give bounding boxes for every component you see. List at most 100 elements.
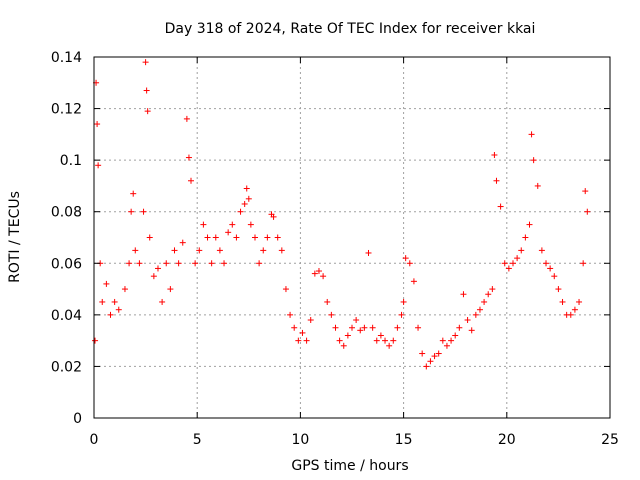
data-point <box>324 298 331 305</box>
x-tick-label: 25 <box>601 432 619 448</box>
data-point <box>278 247 285 254</box>
data-point <box>94 121 101 128</box>
y-tick-label: 0.14 <box>51 50 82 66</box>
data-point <box>555 286 562 293</box>
data-point <box>514 255 521 262</box>
data-point <box>260 247 267 254</box>
y-tick-label: 0.08 <box>51 205 82 221</box>
data-point <box>221 260 228 267</box>
data-point <box>128 208 135 215</box>
data-point <box>349 324 355 331</box>
data-point <box>390 337 397 344</box>
x-tick-label: 20 <box>498 432 516 448</box>
data-point <box>233 234 240 241</box>
data-point <box>121 286 128 293</box>
data-point <box>204 234 211 241</box>
data-point <box>115 306 122 313</box>
data-point <box>175 260 182 267</box>
data-point <box>243 185 250 192</box>
data-point <box>509 260 516 267</box>
data-point <box>303 337 310 344</box>
data-point <box>518 247 525 254</box>
data-point <box>140 208 147 215</box>
data-point <box>357 327 364 334</box>
data-point <box>251 234 258 241</box>
data-point <box>410 278 417 285</box>
data-point <box>489 286 496 293</box>
data-point <box>547 265 554 272</box>
data-point <box>200 221 207 228</box>
data-point <box>103 280 110 287</box>
y-tick-label: 0.06 <box>51 256 82 272</box>
x-tick-label: 5 <box>193 432 202 448</box>
x-axis-ticks: 0 5 10 15 20 25 <box>90 57 619 448</box>
data-point <box>491 151 498 158</box>
data-point <box>179 239 186 246</box>
data-point <box>361 324 368 331</box>
data-point <box>464 317 471 324</box>
x-tick-label: 15 <box>395 432 413 448</box>
data-point <box>274 234 281 241</box>
data-point <box>336 337 343 344</box>
data-point <box>394 324 401 331</box>
data-point <box>196 247 203 254</box>
data-point <box>476 306 483 313</box>
data-point <box>237 208 244 215</box>
data-point <box>373 337 380 344</box>
data-point <box>146 234 153 241</box>
data-point <box>332 324 339 331</box>
data-point <box>443 342 450 349</box>
y-axis-label: ROTI / TECUs <box>7 191 23 283</box>
data-point <box>501 260 508 267</box>
data-point <box>315 268 322 275</box>
data-point <box>154 265 161 272</box>
data-point <box>299 329 306 336</box>
data-point <box>530 157 537 164</box>
data-point <box>241 200 248 207</box>
data-point <box>419 350 426 357</box>
data-point <box>183 115 190 122</box>
data-point <box>538 247 545 254</box>
grid-lines <box>94 57 610 418</box>
data-point <box>400 298 407 305</box>
data-point <box>472 311 479 318</box>
data-point <box>132 247 139 254</box>
data-point <box>534 182 541 189</box>
data-point <box>571 306 578 313</box>
data-point <box>386 342 393 349</box>
data-point <box>344 332 351 339</box>
data-point <box>144 108 151 115</box>
data-point <box>287 311 294 318</box>
data-point <box>468 327 475 334</box>
data-point <box>216 247 223 254</box>
data-point <box>185 154 192 161</box>
data-point <box>435 350 442 357</box>
data-point <box>456 324 463 331</box>
data-point <box>497 203 504 210</box>
data-point <box>256 260 263 267</box>
data-point <box>130 190 137 197</box>
data-point <box>584 208 591 215</box>
data-point <box>522 234 529 241</box>
data-point <box>229 221 236 228</box>
data-point <box>365 249 372 256</box>
data-points <box>92 59 591 370</box>
y-tick-label: 0 <box>73 411 82 427</box>
data-point <box>328 311 335 318</box>
data-point <box>167 286 174 293</box>
data-point <box>481 298 488 305</box>
data-point <box>143 87 150 94</box>
data-point <box>136 260 143 267</box>
data-point <box>142 59 149 66</box>
data-point <box>95 162 102 169</box>
data-point <box>307 317 314 324</box>
x-tick-label: 0 <box>90 432 99 448</box>
data-point <box>493 177 500 184</box>
data-point <box>282 286 289 293</box>
data-point <box>505 265 512 272</box>
data-point <box>452 332 459 339</box>
data-point <box>406 260 413 267</box>
data-point <box>551 273 558 280</box>
plot-frame <box>93 56 611 419</box>
